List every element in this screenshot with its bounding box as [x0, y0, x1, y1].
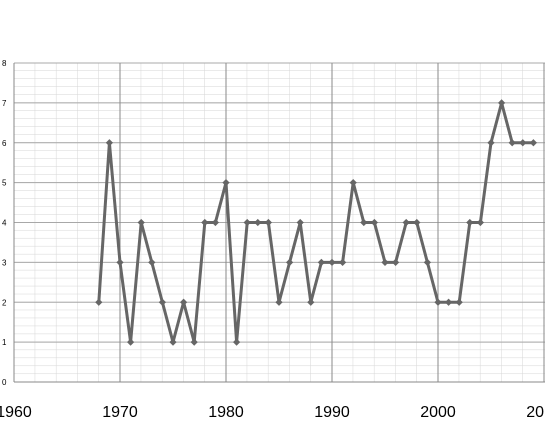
point [296, 218, 304, 227]
point [127, 338, 135, 346]
point [445, 298, 453, 306]
x-tick-label: 2000 [420, 404, 456, 421]
y-tick-label: 6 [2, 139, 7, 148]
point [519, 139, 527, 147]
point [413, 218, 421, 227]
point [455, 298, 463, 306]
point [190, 338, 198, 346]
point [286, 258, 294, 266]
point [307, 298, 315, 306]
y-tick-label: 3 [2, 258, 7, 267]
point [423, 258, 431, 266]
point [476, 218, 484, 227]
point [392, 258, 400, 266]
point [339, 258, 347, 266]
point [434, 298, 442, 306]
point [370, 218, 378, 227]
point [158, 298, 166, 306]
point [349, 179, 357, 187]
point [169, 338, 177, 346]
point [243, 218, 251, 227]
point [222, 179, 230, 187]
point [508, 139, 516, 147]
y-tick-label: 1 [2, 338, 7, 347]
point [360, 218, 368, 227]
y-tick-label: 5 [2, 179, 7, 188]
point [317, 258, 325, 266]
x-tick-label: 1970 [102, 404, 138, 421]
point [105, 139, 113, 147]
x-tick-label: 1960 [0, 404, 32, 421]
point [95, 298, 103, 306]
point [233, 338, 241, 346]
point [275, 298, 283, 306]
point [180, 298, 188, 306]
point [116, 258, 124, 266]
series-line [97, 101, 534, 344]
point [529, 139, 537, 147]
x-tick-label: 1990 [314, 404, 350, 421]
y-tick-label: 2 [2, 298, 7, 307]
y-tick-label: 0 [2, 378, 7, 387]
point [254, 218, 262, 227]
point [466, 218, 474, 227]
point [498, 99, 506, 107]
point [201, 218, 209, 227]
point [148, 258, 156, 266]
x-tick-label: 2010 [526, 404, 545, 421]
y-tick-label: 7 [2, 99, 7, 108]
point [137, 218, 145, 227]
point [211, 218, 219, 227]
y-tick-label: 8 [2, 59, 7, 68]
plot: 0 1 2 3 4 5 6 7 8 1960 1970 1980 1990 2000 2010 [0, 59, 545, 421]
y-tick-label: 4 [2, 219, 7, 228]
point [328, 258, 336, 266]
point [402, 218, 410, 227]
x-tick-label: 1980 [208, 404, 244, 421]
point [381, 258, 389, 266]
point [264, 218, 272, 227]
point [487, 139, 495, 147]
